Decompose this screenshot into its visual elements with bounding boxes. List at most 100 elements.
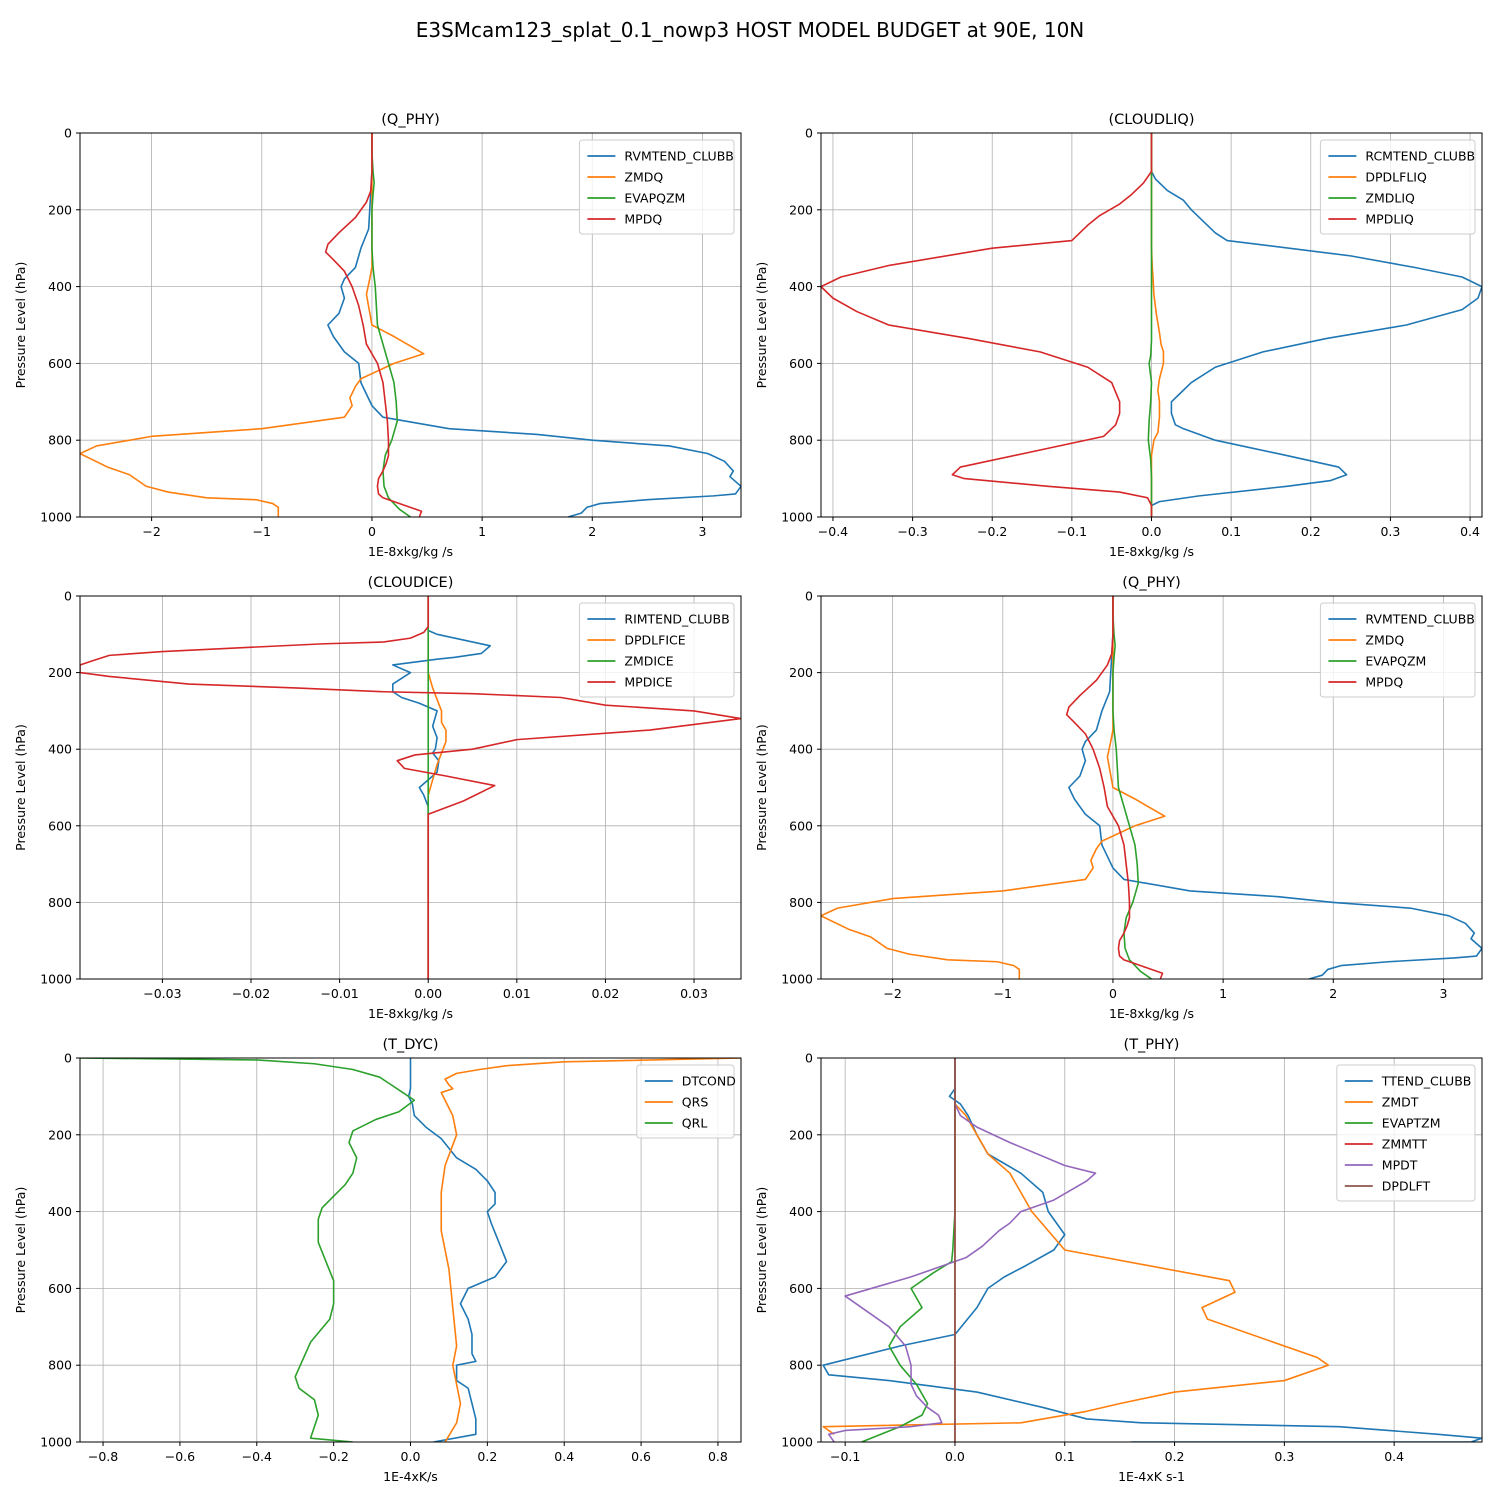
y-tick-label: 600 [789,356,813,371]
legend-label: RIMTEND_CLUBB [624,612,729,627]
x-tick-label: 0.3 [1380,524,1400,539]
series-line-zmdt [822,1058,1330,1435]
series-line-mpdt [827,1058,1097,1442]
x-axis-label: 1E-8xkg/kg /s [1109,544,1194,559]
x-tick-label: −0.8 [88,1449,118,1464]
legend-box [578,602,735,698]
series-line-rvmtend_clubb [1068,596,1482,979]
legend-label: MPDLIQ [1365,212,1414,227]
y-tick-label: 800 [789,433,813,448]
series-line-rimtend_clubb [391,596,492,979]
series-lines [80,133,741,517]
x-tick-label: 0.4 [1460,524,1480,539]
series-lines [821,596,1482,979]
subplot-3: −0.03 −0.02 −0.01 0.00 0.01 0.02 0.03 0 200 400 60… [13,575,742,1021]
legend: RVMTEND_CLUBB ZMDQ EVAPQZM MPDQ [1319,602,1476,698]
series-lines [80,596,741,979]
figure-suptitle: E3SMcam123_splat_0.1_nowp3 HOST MODEL BU… [416,18,1085,42]
legend-label: ZMDICE [624,654,673,669]
x-tick-label: 2 [588,524,596,539]
y-tick-label: 400 [48,279,72,294]
y-tick-label: 200 [789,1127,813,1142]
y-tick-label: 400 [48,742,72,757]
legend-label: RVMTEND_CLUBB [624,149,733,164]
legend-label: ZMDLIQ [1365,191,1415,206]
x-tick-label: −0.1 [830,1449,860,1464]
legend-label: TTEND_CLUBB [1381,1074,1472,1089]
subplot-title: (T_DYC) [383,1037,439,1053]
subplot-grid: −2 −1 0 1 2 302004006008001000(Q_PHY)1E-8xkg/… [13,112,1483,1484]
series-line-mpdq [324,133,423,517]
y-tick-label: 0 [64,589,72,604]
x-tick-label: 0.2 [1165,1449,1185,1464]
x-tick-label: −0.01 [320,986,358,1001]
x-tick-label: 0.02 [592,986,620,1001]
legend-label: QRS [682,1095,709,1110]
y-tick-label: 800 [48,1358,72,1373]
y-axis-label: Pressure Level (hPa) [754,1187,769,1314]
y-tick-label: 400 [789,1204,813,1219]
series-lines [821,133,1482,517]
legend-label: EVAPTZM [1382,1116,1441,1131]
y-tick-label: 800 [48,433,72,448]
legend-label: DPDLFT [1382,1179,1431,1194]
axes-frame [79,132,742,518]
legend-box [1319,602,1476,698]
x-tick-label: 0.0 [945,1449,965,1464]
legend-box [1336,1064,1476,1202]
y-tick-label: 1000 [40,1435,72,1450]
x-axis-label: 1E-8xkg/kg /s [368,1006,453,1021]
x-tick-label: 0.03 [680,986,708,1001]
x-tick-label: 0.6 [631,1449,651,1464]
series-line-qrs [440,1058,741,1442]
y-tick-label: 400 [789,742,813,757]
x-tick-label: 0.4 [1384,1449,1404,1464]
y-tick-label: 0 [805,589,813,604]
legend-label: ZMDQ [1365,633,1404,648]
y-tick-label: 1000 [781,1435,813,1450]
y-tick-label: 600 [48,356,72,371]
series-line-rcmtend_clubb [1150,133,1482,507]
y-tick-label: 200 [48,202,72,217]
series-lines [80,1058,741,1442]
legend-label: RVMTEND_CLUBB [1365,612,1474,627]
x-tick-label: 0.1 [1055,1449,1075,1464]
y-tick-label: 600 [789,818,813,833]
series-line-mpdq [1065,596,1164,979]
axes-frame [79,595,742,980]
x-tick-label: 0.2 [477,1449,497,1464]
x-tick-label: 3 [698,524,706,539]
y-tick-label: 1000 [40,510,72,525]
x-tick-label: 0.1 [1221,524,1241,539]
x-axis-label: 1E-4xK/s [383,1469,438,1484]
series-line-zmdliq [1147,133,1153,517]
series-line-mpdice [80,596,741,979]
legend-label: RCMTEND_CLUBB [1365,149,1475,164]
legend-label: ZMMTT [1382,1137,1428,1152]
x-tick-label: −0.03 [143,986,181,1001]
x-tick-label: 3 [1439,986,1447,1001]
x-tick-label: −0.3 [897,524,927,539]
x-tick-label: −0.4 [818,524,848,539]
x-tick-label: −1 [994,986,1012,1001]
y-axis-label: Pressure Level (hPa) [754,262,769,389]
legend: TTEND_CLUBB ZMDT EVAPTZM ZMMTT MPDT DPDLFT [1336,1064,1476,1202]
y-tick-label: 200 [48,1127,72,1142]
x-tick-label: 0.3 [1274,1449,1294,1464]
y-tick-label: 1000 [40,972,72,987]
subplot-5: −0.8 −0.6 −0.4 −0.2 0.0 0.2 0.4 0.6 0.8 0 200 400 60… [13,1037,742,1484]
x-tick-label: −2 [142,524,160,539]
x-tick-label: 1 [1219,986,1227,1001]
x-tick-label: 0.0 [1142,524,1162,539]
subplot-6: −0.1 0.0 0.1 0.2 0.3 0.4 0 200 400 600 800 1000 (T_P… [754,1037,1483,1484]
x-tick-label: 0.8 [708,1449,728,1464]
subplot-title: (CLOUDICE) [368,575,454,591]
y-tick-label: 800 [789,895,813,910]
x-tick-label: −0.2 [318,1449,348,1464]
y-axis-label: Pressure Level (hPa) [754,724,769,851]
x-tick-label: 2 [1329,986,1337,1001]
subplot-title: (T_PHY) [1124,1037,1180,1053]
y-axis-label: Pressure Level (hPa) [13,262,28,389]
x-tick-label: −0.4 [242,1449,272,1464]
subplot-4: −2 −1 0 1 2 3 0 200 400 600 800 1000 (Q_PHY) 1E-8xkg/… [754,575,1483,1021]
